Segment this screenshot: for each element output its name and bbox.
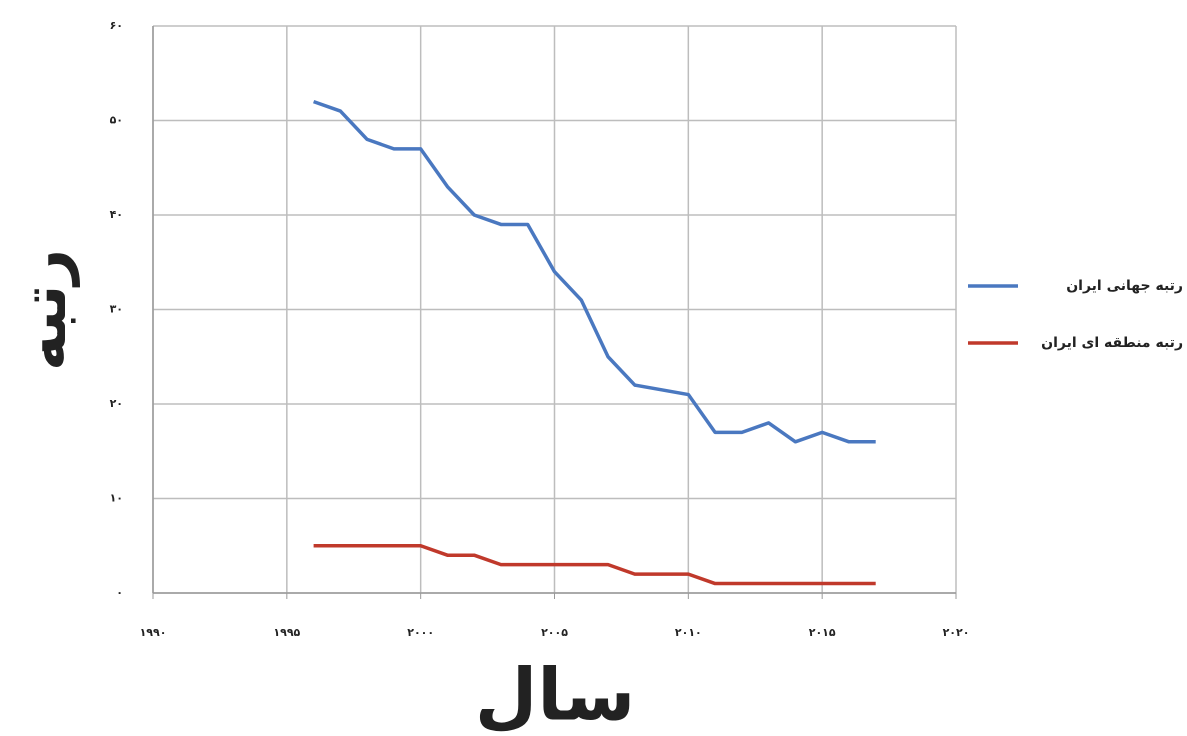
- x-tick-label: ۱۹۹۰: [140, 626, 167, 639]
- y-tick-label: ۵۰: [110, 114, 123, 127]
- y-tick-label: ۰: [116, 586, 123, 599]
- x-tick-label: ۲۰۲۰: [943, 626, 970, 639]
- line-series: [313, 99, 876, 444]
- x-tick-label: ۲۰۱۵: [809, 626, 836, 639]
- x-tick-label: ۱۹۹۵: [273, 626, 300, 639]
- x-axis-title: سال: [475, 653, 635, 736]
- x-tick-label: ۲۰۰۵: [541, 626, 568, 639]
- y-tick-label: ۶۰: [110, 19, 123, 32]
- y-axis-title: رتبه: [7, 249, 80, 371]
- x-tick-label: ۲۰۰۰: [407, 626, 434, 639]
- y-tick-label: ۲۰: [110, 397, 123, 410]
- legend-label: رتبه جهانی ایران: [1066, 278, 1183, 294]
- y-tick-label: ۱۰: [110, 492, 123, 505]
- legend-label: رتبه منطقه ای ایران: [1041, 335, 1183, 351]
- line-series: [313, 544, 876, 586]
- y-tick-label: ۴۰: [110, 208, 123, 221]
- y-tick-label: ۳۰: [110, 303, 123, 316]
- x-tick-label: ۲۰۱۰: [675, 626, 702, 639]
